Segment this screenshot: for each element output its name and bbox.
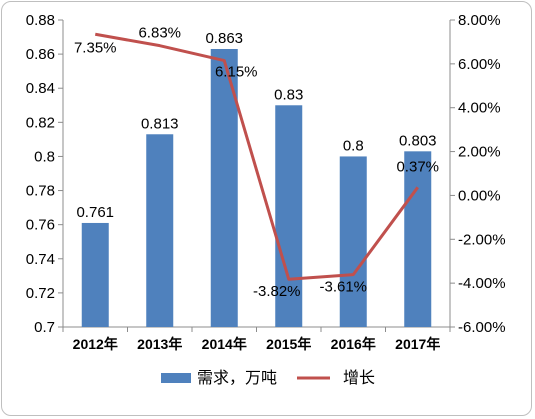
left-tick-label: 0.86	[26, 46, 55, 63]
x-tick-label: 2014年	[202, 336, 247, 352]
right-tick-label: -6.00%	[458, 319, 506, 336]
growth-value-label: 6.83%	[138, 25, 181, 42]
right-tick-label: -2.00%	[458, 231, 506, 248]
x-tick-label: 2016年	[331, 336, 376, 352]
bar-value-label: 0.813	[141, 115, 179, 132]
left-tick-label: 0.74	[26, 251, 55, 268]
growth-value-label: -3.61%	[319, 279, 367, 296]
growth-value-label: 6.15%	[215, 64, 258, 81]
x-tick-label: 2012年	[73, 336, 118, 352]
bar-value-label: 0.83	[274, 86, 303, 103]
axes-layer: 0.88 0.86 0.84 0.82 0.8 0.78 0.76 0.74 0.72 0.7 8.…	[26, 12, 506, 352]
x-tick-label: 2013年	[137, 336, 182, 352]
right-tick-label: -4.00%	[458, 275, 506, 292]
legend-label-line: 增长	[343, 369, 375, 387]
left-tick-label: 0.88	[26, 12, 55, 29]
right-tick-label: 2.00%	[458, 144, 501, 161]
left-tick-label: 0.78	[26, 183, 55, 200]
x-tick-label: 2017年	[395, 336, 440, 352]
bar	[404, 151, 432, 327]
bar	[275, 105, 303, 328]
left-tick-label: 0.72	[26, 285, 55, 302]
labels-layer: 0.761 0.813 0.863 0.83 0.8 0.803 7.35% 6.83% 6.1…	[74, 25, 439, 301]
bar-value-label: 0.803	[399, 132, 437, 149]
legend: 需求，万吨 增长	[161, 369, 375, 387]
growth-value-label: -3.82%	[253, 283, 301, 300]
growth-value-label: 7.35%	[74, 39, 117, 56]
right-tick-label: 8.00%	[458, 12, 501, 29]
right-tick-label: 0.00%	[458, 187, 501, 204]
legend-label-bar: 需求，万吨	[197, 369, 277, 387]
growth-value-label: 0.37%	[396, 158, 439, 175]
left-tick-label: 0.8	[34, 148, 55, 165]
left-tick-label: 0.82	[26, 114, 55, 131]
growth-line	[94, 32, 419, 281]
x-tick-label: 2015年	[266, 336, 311, 352]
bar-value-label: 0.863	[205, 30, 243, 47]
left-tick-label: 0.7	[34, 319, 55, 336]
bar-value-label: 0.761	[76, 204, 114, 221]
left-tick-label: 0.84	[26, 80, 55, 97]
right-tick-label: 4.00%	[458, 100, 501, 117]
bar-value-label: 0.8	[343, 137, 364, 154]
left-tick-label: 0.76	[26, 217, 55, 234]
bar	[146, 134, 174, 327]
bar	[81, 222, 109, 327]
legend-swatch-bar	[161, 373, 191, 383]
bar	[339, 156, 367, 327]
line-layer	[94, 32, 419, 281]
right-tick-label: 6.00%	[458, 56, 501, 73]
bars-layer	[81, 48, 432, 328]
